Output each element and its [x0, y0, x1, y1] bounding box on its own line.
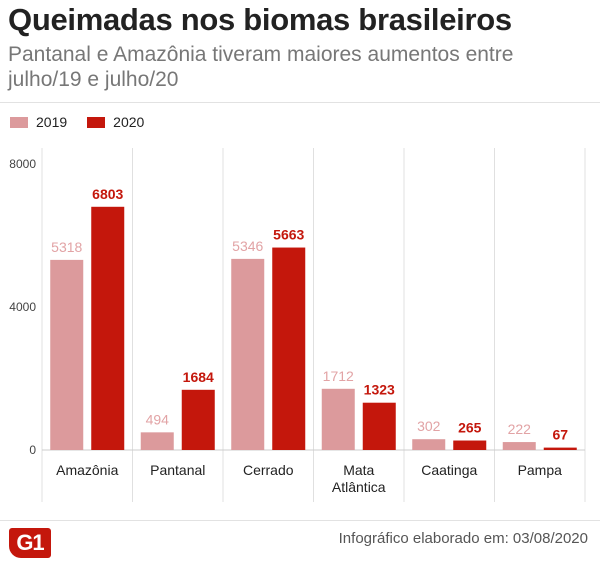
data-label-2019: 5318	[51, 239, 82, 255]
chart-title: Queimadas nos biomas brasileiros	[8, 2, 512, 37]
x-tick-label: Caatinga	[421, 462, 477, 478]
footer-divider	[0, 520, 600, 521]
bar-2020	[272, 247, 306, 450]
x-tick-label-line: Mata	[343, 462, 374, 478]
data-label-2019: 302	[417, 418, 441, 434]
bar-2020	[362, 402, 396, 450]
data-label-2019: 5346	[232, 238, 263, 254]
legend: 2019 2020	[10, 114, 164, 130]
bar-2019	[50, 259, 84, 450]
data-label-2019: 222	[508, 421, 532, 437]
data-label-2020: 6803	[92, 186, 123, 202]
bar-chart: 0 4000 8000 5318 6803 Amazônia 494 1684 Pantanal…	[9, 148, 586, 502]
x-tick-label-line: Pampa	[518, 462, 563, 478]
data-label-2019: 494	[146, 411, 170, 427]
chart-subtitle: Pantanal e Amazônia tiveram maiores aume…	[8, 43, 514, 91]
x-tick-label-line: Cerrado	[243, 462, 294, 478]
legend-swatch-2020	[87, 116, 106, 128]
data-label-2019: 1712	[323, 368, 354, 384]
x-tick-label: Cerrado	[243, 462, 294, 478]
x-tick-label-line: Atlântica	[332, 479, 386, 495]
x-tick-label: Pantanal	[150, 462, 205, 478]
legend-label-2019: 2019	[36, 114, 68, 130]
x-tick-label-line: Caatinga	[421, 462, 477, 478]
x-tick-label: Mata Atlântica	[332, 462, 386, 495]
legend-item-2019: 2019	[10, 114, 67, 130]
legend-label-2020: 2020	[113, 114, 145, 130]
bar-2019	[140, 432, 174, 450]
x-tick-label-line: Amazônia	[56, 462, 118, 478]
bar-2020	[543, 447, 577, 450]
legend-item-2020: 2020	[87, 114, 144, 130]
data-label-2020: 1684	[183, 369, 214, 385]
x-tick-label: Pampa	[518, 462, 563, 478]
footer-credit: Infográfico elaborado em: 03/08/2020	[338, 530, 588, 547]
bar-2020	[181, 389, 215, 450]
bar-2019	[412, 439, 446, 450]
x-tick-label-line: Pantanal	[150, 462, 205, 478]
g1-logo: G1	[9, 528, 51, 558]
data-label-2020: 265	[458, 420, 482, 436]
y-tick-label: 4000	[9, 300, 36, 314]
y-tick-label: 8000	[9, 157, 36, 171]
bar-2020	[91, 206, 125, 450]
header-divider	[0, 102, 600, 103]
bar-2019	[231, 258, 265, 450]
y-tick-label: 0	[29, 443, 36, 457]
bar-2019	[502, 442, 536, 450]
data-label-2020: 67	[552, 427, 568, 443]
data-label-2020: 5663	[273, 227, 304, 243]
bar-2020	[453, 440, 487, 450]
legend-swatch-2019	[10, 116, 28, 128]
bar-2019	[321, 388, 355, 450]
x-tick-label: Amazônia	[56, 462, 118, 478]
data-label-2020: 1323	[364, 382, 395, 398]
